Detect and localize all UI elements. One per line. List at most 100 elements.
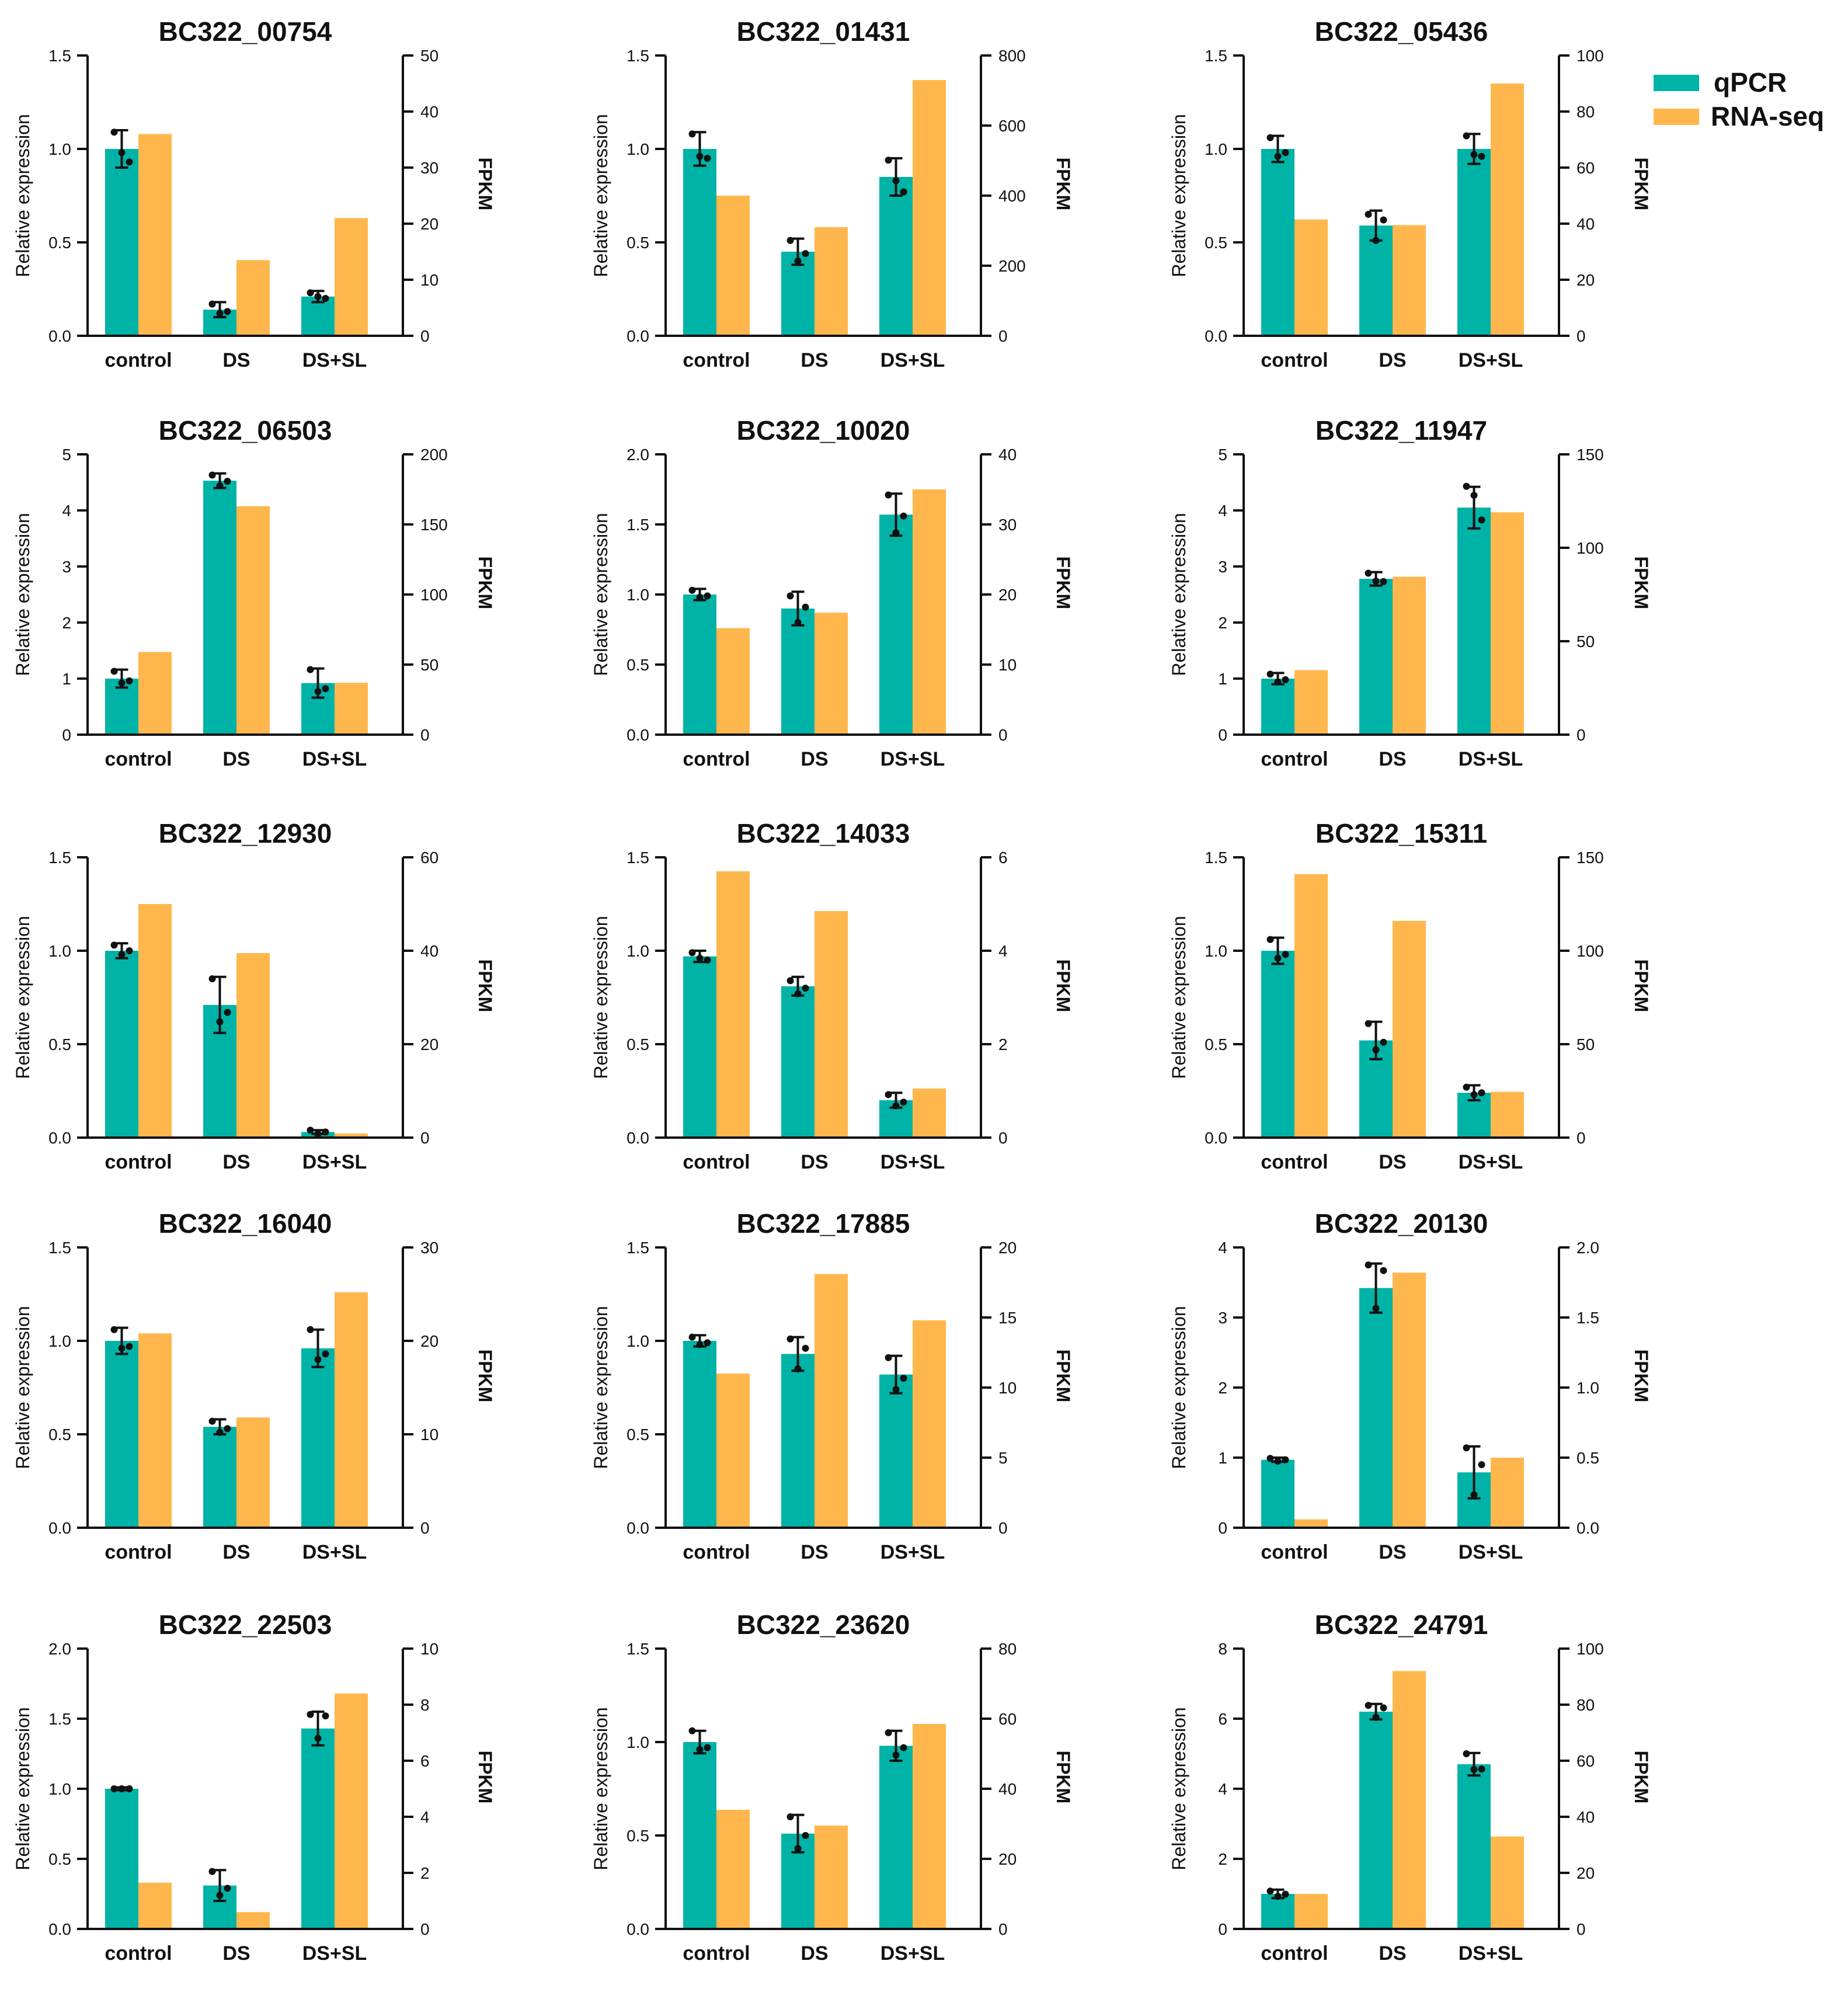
replicate-point: [786, 1813, 794, 1820]
right-tick-label: 40: [420, 942, 438, 960]
replicate-point: [1380, 578, 1387, 585]
left-tick-label: 2: [1218, 614, 1227, 632]
right-tick-label: 10: [420, 1640, 438, 1658]
rnaseq-bar: [1294, 1894, 1328, 1929]
replicate-point: [314, 293, 322, 300]
left-tick-label: 3: [62, 558, 71, 576]
legend-label-rnaseq: RNA-seq: [1711, 101, 1824, 131]
right-tick-label: 40: [1576, 1808, 1595, 1826]
right-tick-label: 20: [998, 1239, 1017, 1257]
category-label: DS: [801, 1151, 828, 1173]
replicate-point: [322, 1712, 329, 1720]
left-tick-label: 1.5: [48, 849, 71, 867]
left-tick-label: 1: [62, 670, 71, 688]
left-tick-label: 1.5: [627, 47, 649, 65]
left-tick-label: 2.0: [48, 1640, 71, 1658]
replicate-point: [1274, 152, 1282, 160]
replicate-point: [216, 1892, 224, 1899]
category-label: DS+SL: [302, 1151, 367, 1173]
replicate-point: [110, 1326, 118, 1333]
rnaseq-bar: [236, 1417, 270, 1528]
replicate-point: [126, 1785, 133, 1792]
rnaseq-bar: [1294, 1519, 1328, 1528]
left-tick-label: 1.0: [48, 942, 71, 960]
replicate-point: [126, 158, 133, 166]
replicate-point: [1380, 1704, 1387, 1712]
y-axis-title: Relative expression: [12, 1306, 33, 1469]
panel-title: BC322_16040: [159, 1208, 332, 1239]
qpcr-bar: [781, 609, 815, 735]
replicate-point: [1365, 569, 1372, 577]
right-tick-label: 0: [420, 1920, 430, 1938]
replicate-point: [1463, 1444, 1470, 1452]
category-label: DS: [801, 748, 828, 770]
left-tick-label: 0.0: [627, 1920, 649, 1938]
right-tick-label: 10: [420, 1426, 438, 1444]
replicate-point: [216, 1018, 224, 1025]
right-tick-label: 40: [998, 446, 1017, 464]
replicate-point: [208, 300, 216, 308]
left-tick-label: 6: [1218, 1710, 1227, 1728]
rnaseq-bar: [1393, 225, 1426, 336]
replicate-point: [704, 1339, 711, 1347]
y-axis-title: Relative expression: [590, 916, 611, 1079]
qpcr-bar: [683, 1341, 716, 1528]
rnaseq-bar: [335, 218, 368, 336]
right-tick-label: 40: [420, 103, 438, 121]
replicate-point: [224, 1425, 231, 1433]
y2-axis-title: FPKM: [1053, 960, 1074, 1013]
category-label: DS: [801, 1541, 828, 1563]
replicate-point: [1478, 1461, 1485, 1468]
qpcr-bar: [1457, 149, 1491, 336]
category-label: DS+SL: [881, 349, 945, 371]
rnaseq-bar: [815, 911, 848, 1138]
panel-title: BC322_14033: [737, 818, 910, 849]
replicate-point: [126, 677, 133, 684]
left-tick-label: 0.5: [627, 1035, 649, 1054]
replicate-point: [1380, 216, 1387, 224]
right-tick-label: 10: [998, 656, 1017, 674]
replicate-point: [1470, 1491, 1478, 1499]
right-tick-label: 10: [998, 1379, 1017, 1397]
replicate-point: [110, 128, 118, 136]
replicate-point: [704, 957, 711, 964]
left-tick-label: 1.5: [627, 1239, 649, 1257]
category-label: DS: [1379, 1151, 1406, 1173]
category-label: control: [683, 748, 750, 770]
right-tick-label: 100: [420, 586, 448, 604]
right-tick-label: 150: [1576, 446, 1604, 464]
left-tick-label: 4: [1218, 502, 1227, 520]
right-tick-label: 0: [420, 327, 430, 345]
legend-swatch-rnaseq: [1654, 109, 1699, 125]
y-axis-title: Relative expression: [12, 1707, 33, 1870]
right-tick-label: 40: [1576, 215, 1595, 233]
replicate-point: [1282, 1890, 1289, 1898]
panel-title: BC322_24791: [1315, 1609, 1488, 1640]
left-tick-label: 4: [62, 502, 71, 520]
rnaseq-bar: [1491, 1458, 1524, 1528]
qpcr-bar: [683, 1742, 716, 1929]
right-tick-label: 100: [1576, 539, 1604, 557]
category-label: DS+SL: [1459, 1541, 1523, 1563]
rnaseq-bar: [138, 134, 172, 336]
qpcr-bar: [105, 149, 138, 336]
replicate-point: [1274, 678, 1282, 686]
panel-title: BC322_10020: [737, 415, 910, 446]
right-tick-label: 50: [1576, 632, 1595, 651]
replicate-point: [1478, 516, 1485, 524]
replicate-point: [794, 990, 802, 997]
rnaseq-bar: [815, 1274, 848, 1528]
replicate-point: [1470, 151, 1478, 158]
rnaseq-bar: [1491, 1836, 1524, 1929]
qpcr-bar: [1359, 1288, 1393, 1528]
category-label: control: [1261, 748, 1328, 770]
left-tick-label: 0.5: [627, 656, 649, 674]
replicate-point: [885, 1729, 892, 1736]
category-label: DS+SL: [881, 1151, 945, 1173]
right-tick-label: 2.0: [1576, 1239, 1599, 1257]
left-tick-label: 2.0: [627, 446, 649, 464]
right-tick-label: 100: [1576, 942, 1604, 960]
